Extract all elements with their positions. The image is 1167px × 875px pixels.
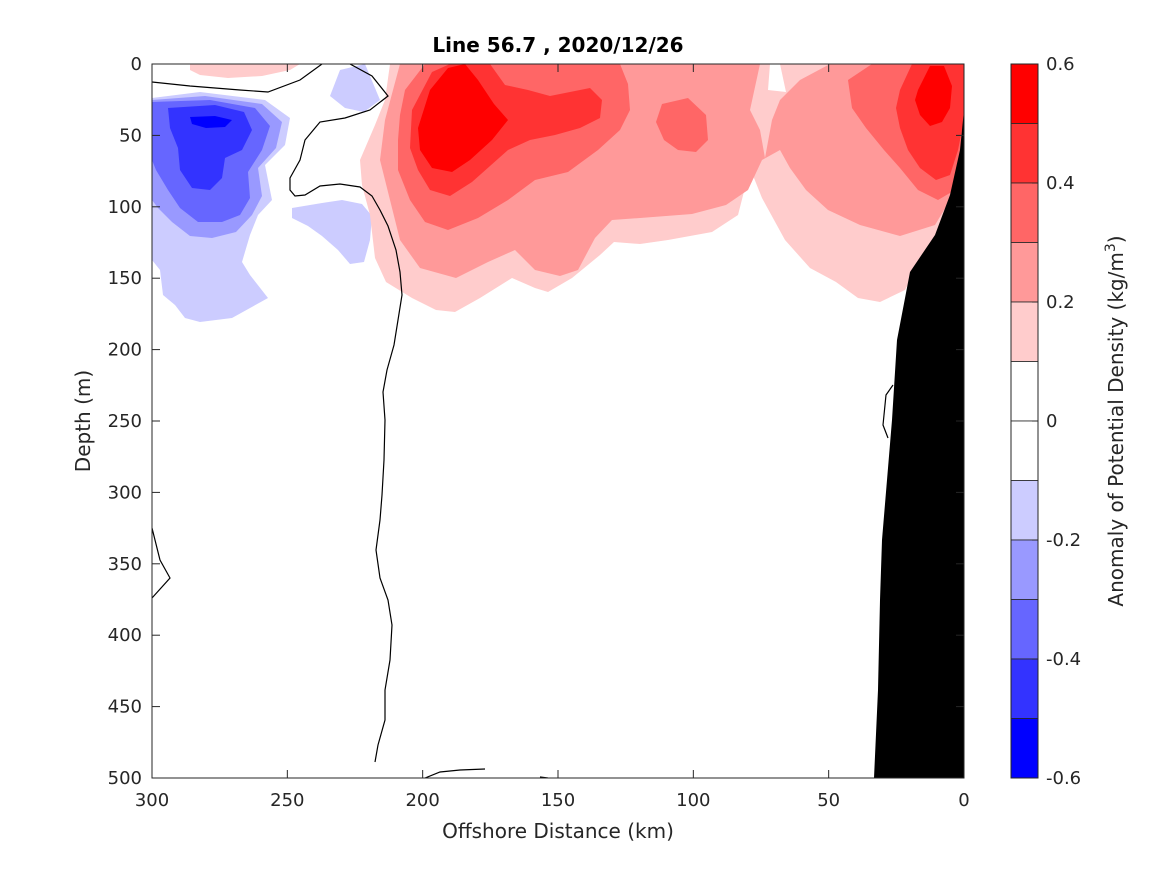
colorbar-segment	[1010, 182, 1039, 243]
y-tick-label: 500	[108, 768, 142, 789]
colorbar-label-text: Anomaly of Potential Density (kg/m	[1104, 252, 1128, 606]
colorbar-tick-label: -0.6	[1046, 768, 1081, 789]
y-tick-label: 200	[108, 340, 142, 361]
colorbar-segment	[1010, 242, 1039, 303]
x-tick-label: 250	[270, 790, 304, 811]
x-tick-label: 300	[135, 790, 169, 811]
colorbar-label: Anomaly of Potential Density (kg/m3)	[1103, 235, 1128, 606]
zero-contours	[152, 64, 894, 778]
y-tick-label: 350	[108, 554, 142, 575]
contour-blob-neg-small-2	[330, 64, 380, 112]
chart-title: Line 56.7 , 2020/12/26	[432, 33, 683, 57]
bathymetry-fill	[874, 110, 964, 778]
contour-level-neg-0.5	[190, 116, 232, 128]
zero-contour-near-shelf	[882, 384, 894, 439]
contour-blob-neg-small-1	[292, 200, 372, 264]
contour-fills	[152, 64, 964, 778]
contour-level-pos-0.5	[418, 64, 508, 172]
colorbar-segment	[1010, 420, 1039, 481]
colorbar: 0.6 0.4 0.2 0 -0.2 -0.4 -0.6	[1010, 54, 1081, 789]
zero-contour-offshore-bottom-left	[152, 527, 171, 599]
colorbar-tick-label: 0	[1046, 411, 1057, 432]
y-tick-label: 150	[108, 268, 142, 289]
colorbar-segment	[1010, 599, 1039, 660]
x-tick-label: 150	[541, 790, 575, 811]
y-tick-label: 50	[119, 125, 142, 146]
colorbar-segment	[1010, 718, 1039, 779]
y-axis: 0 50 100 150 200 250 300 350 400 450 500	[108, 54, 964, 789]
y-axis-label: Depth (m)	[71, 370, 95, 472]
colorbar-tick-label: 0.4	[1046, 173, 1075, 194]
y-tick-label: 0	[131, 54, 142, 75]
y-tick-label: 450	[108, 697, 142, 718]
zero-contour-main	[152, 64, 323, 93]
y-tick-label: 400	[108, 625, 142, 646]
x-tick-label: 200	[405, 790, 439, 811]
x-tick-label: 0	[958, 790, 969, 811]
x-tick-label: 100	[676, 790, 710, 811]
colorbar-segment	[1010, 658, 1039, 719]
contour-level-pos-0.5-right	[915, 66, 952, 126]
x-tick-label: 50	[817, 790, 840, 811]
zero-contour-bottom	[424, 768, 486, 778]
contour-level-pos-0.1-left	[190, 64, 300, 78]
colorbar-segment	[1010, 301, 1039, 362]
y-tick-label: 250	[108, 411, 142, 432]
x-axis-label: Offshore Distance (km)	[442, 819, 674, 843]
colorbar-tick-label: 0.6	[1046, 54, 1075, 75]
colorbar-segment	[1010, 539, 1039, 600]
colorbar-tick-label: -0.4	[1046, 649, 1081, 670]
contour-blob-pos-0.3-mid	[656, 98, 708, 152]
colorbar-segment	[1010, 63, 1039, 124]
colorbar-segment	[1010, 123, 1039, 184]
y-tick-label: 100	[108, 197, 142, 218]
colorbar-segment	[1010, 480, 1039, 541]
colorbar-tick-label: -0.2	[1046, 530, 1081, 551]
colorbar-label-suffix: )	[1104, 235, 1128, 243]
x-axis: 300 250 200 150 100 50 0	[135, 64, 970, 811]
zero-contour-surface-left	[289, 64, 403, 763]
contour-level-neg-0.4	[168, 105, 252, 190]
y-tick-label: 300	[108, 482, 142, 503]
colorbar-segment	[1010, 361, 1039, 422]
colorbar-label-superscript: 3	[1103, 243, 1119, 252]
colorbar-tick-label: 0.2	[1046, 292, 1075, 313]
